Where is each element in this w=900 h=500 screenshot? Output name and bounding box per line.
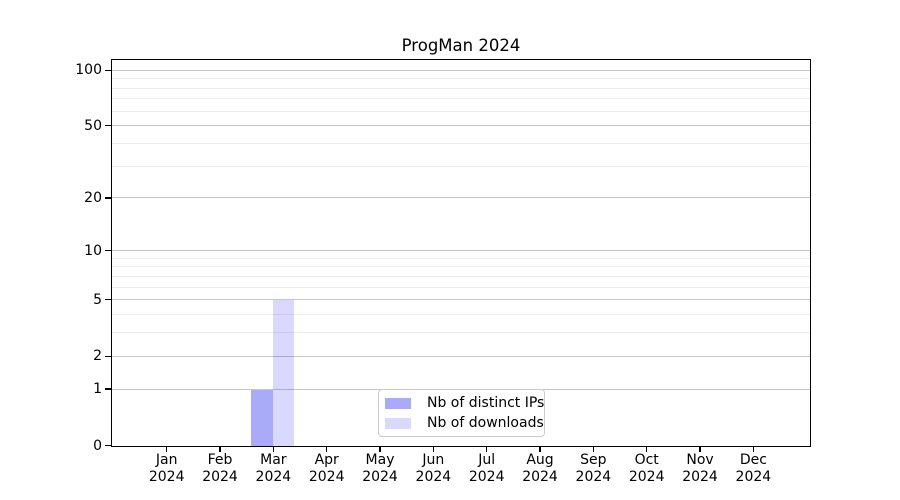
y-gridline-minor [112, 275, 810, 277]
x-axis-tick-label: Aug 2024 [500, 452, 580, 486]
x-axis-tick [432, 447, 434, 452]
y-axis-tick [104, 249, 111, 252]
x-axis-tick [272, 447, 274, 452]
x-axis-tick [486, 447, 488, 452]
y-gridline-minor [112, 266, 810, 268]
x-tick-month: Oct [634, 451, 659, 468]
plot-area [111, 59, 811, 447]
x-axis-tick [592, 447, 594, 452]
x-axis-tick-label: Jan 2024 [127, 452, 207, 486]
y-axis-tick-label: 20 [84, 189, 102, 206]
y-axis-tick-label: 100 [75, 62, 102, 79]
y-gridline-minor [112, 143, 810, 145]
x-tick-month: Jul [478, 451, 496, 468]
y-gridline-major [112, 250, 810, 252]
y-gridline-major [112, 355, 810, 357]
legend: Nb of distinct IPs Nb of downloads [378, 389, 545, 437]
y-axis-tick-label: 2 [93, 348, 102, 365]
y-gridline-minor [112, 286, 810, 288]
x-tick-year: 2024 [362, 468, 398, 485]
legend-item-label: Nb of downloads [427, 415, 544, 431]
y-axis-tick [104, 299, 111, 301]
bar-nb-of-distinct-ips [251, 389, 273, 446]
x-axis-tick-label: Apr 2024 [287, 452, 367, 486]
x-axis-tick [646, 447, 648, 452]
y-gridline-major [112, 69, 810, 71]
x-tick-year: 2024 [255, 468, 292, 485]
y-axis-tick [104, 355, 111, 357]
x-axis-tick-label: Oct 2024 [607, 452, 687, 486]
y-axis-tick-label: 0 [93, 437, 102, 454]
legend-swatch [385, 397, 411, 409]
x-tick-year: 2024 [575, 468, 612, 485]
x-axis-tick-label: Nov 2024 [660, 452, 740, 486]
x-tick-month: May [365, 451, 395, 468]
y-axis-tick-label: 10 [84, 242, 102, 259]
y-gridline-major [112, 197, 810, 199]
y-axis-tick-label: 1 [93, 381, 102, 398]
legend-item: Nb of downloads [385, 413, 544, 433]
x-tick-year: 2024 [735, 468, 772, 485]
x-axis-tick-label: Mar 2024 [233, 452, 313, 486]
y-axis-tick [104, 69, 111, 71]
x-axis-tick [379, 447, 381, 452]
y-gridline-major [112, 299, 810, 301]
chart-title: ProgMan 2024 [401, 36, 521, 55]
y-axis-tick [104, 197, 111, 199]
x-axis-tick-label: Dec 2024 [713, 452, 793, 486]
x-axis-tick [326, 447, 328, 452]
x-tick-month: Apr [314, 451, 339, 468]
y-axis-tick [104, 125, 111, 127]
x-axis-tick-label: Sep 2024 [553, 452, 633, 486]
y-axis-tick [104, 444, 111, 447]
x-tick-year: 2024 [148, 468, 185, 485]
y-gridline-minor [112, 98, 810, 100]
x-axis-tick [752, 447, 754, 452]
x-tick-year: 2024 [468, 468, 505, 485]
x-tick-month: Mar [260, 451, 287, 468]
x-axis-tick [699, 447, 701, 452]
y-gridline-minor [112, 110, 810, 112]
y-gridline-minor [112, 87, 810, 89]
y-gridline-major [112, 125, 810, 127]
y-gridline-minor [112, 257, 810, 259]
bar-nb-of-downloads [272, 300, 295, 446]
x-axis-tick-label: Feb 2024 [180, 452, 260, 486]
x-tick-month: Jan [155, 451, 178, 468]
x-tick-year: 2024 [522, 468, 558, 485]
y-axis-tick-label: 50 [84, 117, 102, 134]
y-axis-tick-label: 5 [93, 291, 102, 308]
y-axis-tick [104, 388, 111, 390]
legend-item: Nb of distinct IPs [385, 393, 544, 413]
legend-swatch [385, 417, 411, 429]
y-gridline-minor [112, 314, 810, 316]
x-axis-tick-label: Jun 2024 [393, 452, 473, 486]
x-axis-tick-label: Jul 2024 [447, 452, 527, 486]
legend-item-label: Nb of distinct IPs [427, 395, 545, 411]
x-tick-year: 2024 [682, 468, 718, 485]
x-axis-tick [219, 447, 221, 452]
x-tick-month: Dec [739, 451, 767, 468]
y-gridline-minor [112, 165, 810, 167]
x-tick-month: Feb [207, 451, 233, 468]
x-tick-month: Jun [422, 451, 445, 468]
x-tick-month: Nov [686, 451, 714, 468]
x-tick-year: 2024 [415, 468, 452, 485]
x-tick-month: Sep [580, 451, 607, 468]
x-tick-month: Aug [526, 451, 554, 468]
x-axis-tick [166, 447, 168, 452]
x-axis-tick-label: May 2024 [340, 452, 420, 486]
x-axis-tick [539, 447, 541, 452]
x-tick-year: 2024 [202, 468, 238, 485]
x-tick-year: 2024 [628, 468, 665, 485]
x-tick-year: 2024 [308, 468, 345, 485]
y-gridline-minor [112, 332, 810, 334]
y-gridline-minor [112, 78, 810, 80]
